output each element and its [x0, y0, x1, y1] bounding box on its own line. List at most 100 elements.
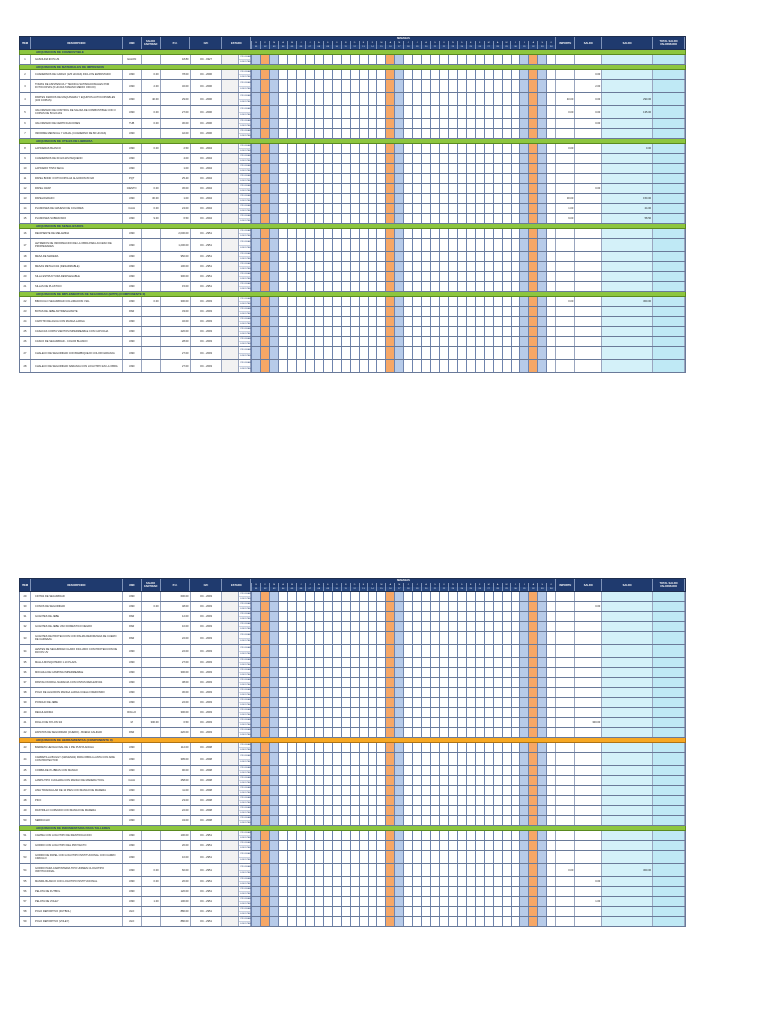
gantt-cell: [385, 753, 395, 765]
week-month-cell: E: [251, 41, 261, 45]
row-item-number: 20: [20, 272, 31, 281]
gantt-cell: [385, 106, 395, 118]
gantt-cell: [349, 877, 359, 886]
gantt-cell: [358, 632, 368, 644]
gantt-cell: [251, 602, 261, 611]
row-description: GORRO DE PAPEL CON LOGOTIPO INSTITUCIONA…: [31, 851, 123, 863]
gantt-cell: [456, 164, 466, 173]
row-total-valued: [653, 786, 685, 795]
row-unit: UND: [123, 70, 142, 79]
row-status-cell: [222, 877, 240, 886]
row-gantt-grid: [251, 80, 557, 92]
row-item-number: 1: [20, 55, 31, 64]
planned-label: PROGRAMADO: [239, 767, 256, 771]
gantt-cell: [385, 602, 395, 611]
gantt-cell: [385, 154, 395, 163]
gantt-cell: [465, 602, 475, 611]
gantt-cell: [537, 602, 547, 611]
gantt-cell: [340, 887, 350, 896]
gantt-cell: [394, 119, 404, 128]
week-month-cell: S: [322, 583, 332, 587]
gantt-cell: [412, 816, 422, 825]
week-month-cell: E: [251, 583, 261, 587]
gantt-cell: [394, 80, 404, 92]
gantt-cell: [474, 887, 484, 896]
gantt-cell: [421, 632, 431, 644]
row-purchase-order: OC - 2951: [191, 841, 223, 850]
row-gantt-grid: [251, 632, 557, 644]
gantt-cell: [546, 776, 556, 785]
row-status-cell: [222, 262, 240, 271]
row-amount: [556, 658, 576, 667]
row-unit: UND: [123, 252, 142, 261]
gantt-cell: [492, 708, 502, 717]
gantt-cell: [385, 327, 395, 336]
gantt-cell: [322, 796, 332, 805]
gantt-cell: [367, 688, 377, 697]
row-item-number: 49: [20, 806, 31, 815]
gantt-cell: [385, 678, 395, 687]
row-unit: UND: [123, 645, 142, 657]
gantt-cell: [251, 864, 261, 876]
week-number-cell: 14: [367, 587, 377, 591]
gantt-cell: [447, 272, 457, 281]
row-gantt-grid: [251, 678, 557, 687]
gantt-cell: [385, 239, 395, 251]
row-gantt-grid: [251, 622, 557, 631]
gantt-cell: [331, 282, 341, 291]
row-unit-price: 32.00: [161, 317, 191, 326]
gantt-cell: [376, 743, 386, 752]
gantt-cell: [546, 718, 556, 727]
gantt-cell: [412, 252, 422, 261]
gantt-cell: [456, 708, 466, 717]
gantt-cell: [537, 164, 547, 173]
gantt-cell: [296, 272, 305, 281]
week-number-cell: 26: [474, 45, 484, 49]
gantt-cell: [251, 708, 261, 717]
weeks-title: SEMANAS: [251, 37, 556, 41]
gantt-cell: [322, 297, 332, 306]
week-number-cell: 07: [304, 45, 314, 49]
gantt-cell: [537, 282, 547, 291]
row-purchase-order: OC - 2093: [191, 658, 223, 667]
gantt-cell: [376, 204, 386, 213]
gantt-cell: [474, 360, 484, 372]
row-plan-labels: PROGRAMADO EJECUTADO: [239, 907, 255, 916]
gantt-cell: [358, 877, 368, 886]
row-unit-price: 100.00: [161, 897, 191, 906]
gantt-cell: [260, 592, 270, 601]
gantt-cell: [412, 272, 422, 281]
header-total-valued: TOTAL SALDO VALORIZADO: [653, 37, 685, 49]
gantt-cell: [430, 816, 440, 825]
row-amount: [556, 668, 576, 677]
row-plan-labels: PROGRAMADO EJECUTADO: [239, 831, 255, 840]
gantt-cell: [322, 645, 332, 657]
row-purchase-order: OC - 2098: [191, 766, 223, 775]
gantt-cell: [537, 327, 547, 336]
gantt-cell: [340, 698, 350, 707]
gantt-cell: [403, 119, 413, 128]
gantt-cell: [304, 708, 314, 717]
gantt-cell: [465, 317, 475, 326]
gantt-cell: [528, 668, 538, 677]
gantt-cell: [537, 80, 547, 92]
table-row: 49 RASTRILLO CURVADO CON MANGO DE MADERA U…: [19, 806, 686, 816]
row-total-valued: [653, 887, 685, 896]
gantt-cell: [296, 154, 305, 163]
gantt-cell: [528, 887, 538, 896]
row-item-number: 2: [20, 70, 31, 79]
gantt-cell: [465, 877, 475, 886]
row-balance: [575, 194, 603, 203]
gantt-cell: [447, 698, 457, 707]
gantt-cell: [376, 622, 386, 631]
row-item-number: 57: [20, 897, 31, 906]
gantt-cell: [403, 154, 413, 163]
gantt-cell: [394, 658, 404, 667]
gantt-cell: [519, 612, 529, 621]
gantt-cell: [412, 877, 422, 886]
week-number-cell: 31: [519, 45, 529, 49]
gantt-cell: [287, 668, 297, 677]
gantt-cell: [287, 592, 297, 601]
gantt-cell: [331, 214, 341, 223]
gantt-cell: [385, 887, 395, 896]
